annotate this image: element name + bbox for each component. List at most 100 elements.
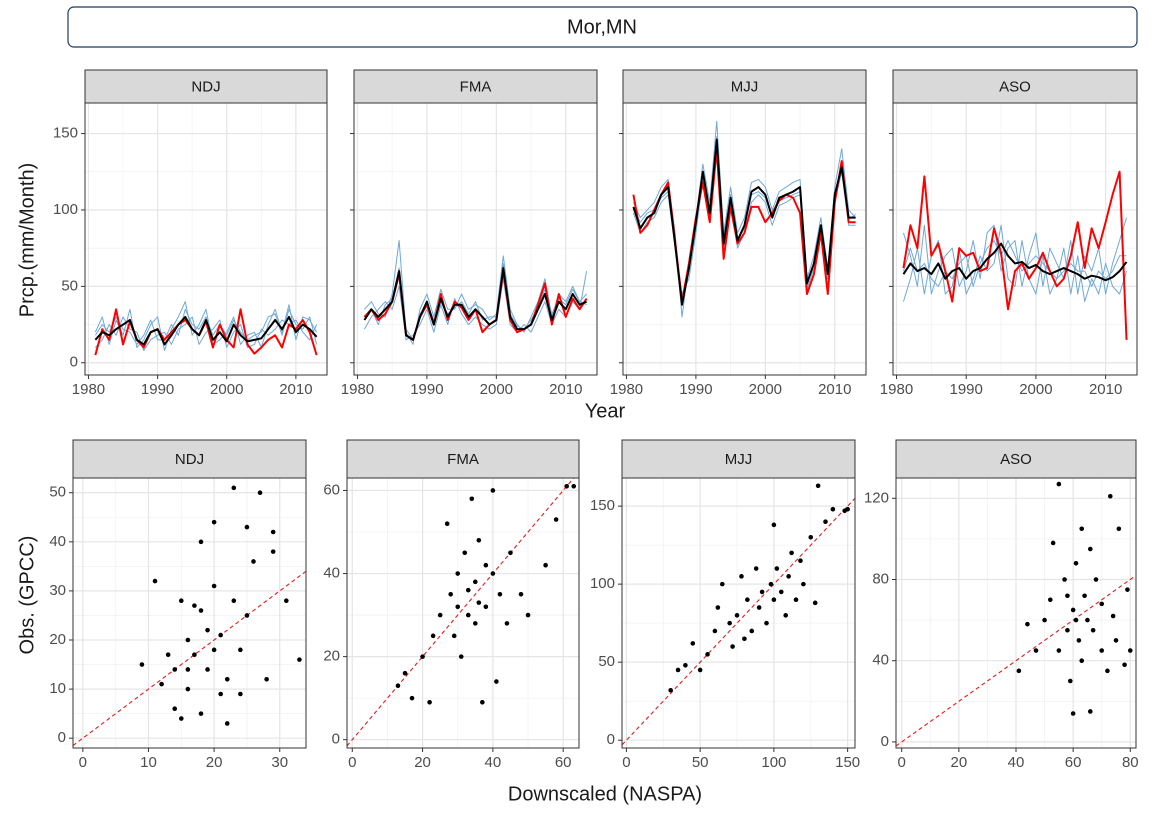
point bbox=[455, 571, 461, 576]
point bbox=[739, 574, 744, 579]
strip bbox=[72, 439, 307, 479]
x-tick-label: 20 bbox=[414, 754, 431, 771]
point bbox=[690, 641, 696, 646]
point bbox=[783, 613, 788, 618]
point bbox=[251, 559, 256, 564]
point bbox=[1025, 621, 1030, 627]
series-line bbox=[902, 242, 1128, 282]
point bbox=[420, 654, 425, 659]
point bbox=[1076, 638, 1082, 643]
reference-line bbox=[346, 477, 575, 747]
point bbox=[1065, 627, 1070, 633]
point bbox=[683, 662, 688, 668]
y-tick-label: 100 bbox=[590, 575, 615, 592]
strip-label: ASO bbox=[1000, 451, 1032, 468]
point bbox=[504, 621, 510, 626]
point bbox=[1070, 607, 1076, 613]
point bbox=[1073, 617, 1079, 623]
point bbox=[427, 700, 432, 705]
x-tick-label: 0 bbox=[622, 754, 630, 771]
y-tick-label: 50 bbox=[598, 653, 615, 670]
point bbox=[152, 578, 158, 584]
point bbox=[675, 667, 681, 673]
point bbox=[518, 592, 524, 597]
x-tick-label: 2010 bbox=[279, 381, 312, 398]
point bbox=[444, 521, 450, 526]
point bbox=[198, 608, 204, 613]
y-tick-label: 0 bbox=[881, 733, 889, 750]
x-tick-label: 1980 bbox=[610, 381, 643, 398]
y-tick-label: 10 bbox=[49, 680, 66, 697]
point bbox=[224, 721, 230, 726]
point bbox=[483, 562, 489, 568]
point bbox=[465, 587, 471, 593]
y-tick-label: 80 bbox=[872, 570, 889, 587]
point bbox=[476, 600, 482, 605]
x-tick-label: 1980 bbox=[341, 381, 374, 398]
x-tick-label: 10 bbox=[140, 754, 157, 771]
x-tick-label: 2000 bbox=[480, 381, 513, 398]
point bbox=[786, 574, 791, 579]
point bbox=[756, 605, 762, 610]
x-tick-label: 1980 bbox=[880, 381, 913, 398]
point bbox=[172, 706, 178, 712]
plot-background bbox=[354, 103, 597, 375]
point bbox=[1127, 648, 1133, 653]
point bbox=[458, 654, 464, 659]
point bbox=[139, 662, 145, 667]
x-tick-label: 80 bbox=[1122, 754, 1139, 771]
x-tick-label: 40 bbox=[485, 754, 502, 771]
point bbox=[469, 496, 475, 502]
series-line bbox=[363, 271, 588, 341]
point bbox=[1099, 648, 1105, 653]
point bbox=[753, 566, 759, 571]
strip-label: MJJ bbox=[725, 451, 753, 468]
y-tick-label: 0 bbox=[332, 731, 340, 748]
point bbox=[1099, 601, 1105, 607]
series-line bbox=[94, 308, 318, 345]
panel-border bbox=[895, 477, 1137, 749]
point bbox=[1016, 668, 1022, 674]
series-line bbox=[632, 138, 856, 306]
y-tick-label: 40 bbox=[323, 565, 340, 582]
point bbox=[476, 538, 482, 543]
x-tick-label: 1990 bbox=[950, 381, 983, 398]
y-tick-label: 0 bbox=[58, 729, 66, 746]
y-tick-label: 0 bbox=[607, 731, 615, 748]
x-axis-title: Year bbox=[585, 400, 626, 422]
y-tick-label: 20 bbox=[49, 631, 66, 648]
strip-label: NDJ bbox=[191, 78, 220, 95]
y-tick-label: 150 bbox=[590, 497, 615, 514]
x-tick-label: 1990 bbox=[410, 381, 443, 398]
point bbox=[1110, 613, 1116, 619]
point bbox=[771, 597, 777, 603]
point bbox=[764, 620, 769, 626]
panel-border bbox=[346, 477, 580, 749]
point bbox=[749, 628, 755, 634]
point bbox=[284, 598, 289, 604]
x-tick-label: 1980 bbox=[72, 381, 105, 398]
point bbox=[543, 562, 548, 568]
point bbox=[165, 652, 171, 658]
point bbox=[823, 519, 828, 524]
y-tick-label: 20 bbox=[323, 648, 340, 665]
point bbox=[1113, 638, 1119, 643]
point bbox=[218, 632, 223, 638]
figure-title: Mor,MN bbox=[567, 16, 637, 38]
point bbox=[812, 600, 818, 606]
point bbox=[455, 604, 461, 610]
point bbox=[571, 484, 577, 489]
point bbox=[480, 700, 485, 705]
x-tick-label: 2000 bbox=[210, 381, 243, 398]
x-tick-label: 0 bbox=[79, 754, 87, 771]
point bbox=[462, 550, 468, 556]
point bbox=[1087, 546, 1093, 552]
point bbox=[668, 687, 673, 693]
point bbox=[270, 549, 276, 554]
point bbox=[798, 558, 803, 564]
point bbox=[205, 667, 210, 672]
y-tick-label: 40 bbox=[872, 652, 889, 669]
point bbox=[430, 633, 436, 639]
point bbox=[553, 517, 559, 522]
